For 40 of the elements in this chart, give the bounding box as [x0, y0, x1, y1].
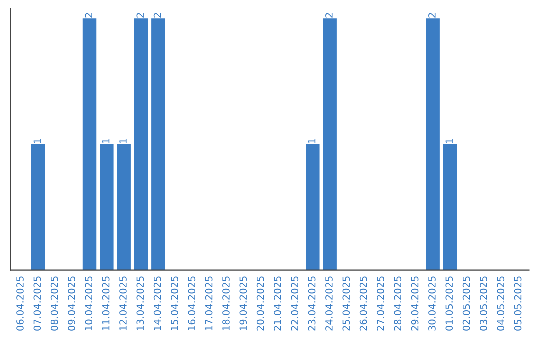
x-tick-label: 27.04.2025	[377, 276, 384, 331]
x-tick-label: 11.04.2025	[102, 276, 110, 330]
x-tick-label: 15.04.2025	[171, 276, 178, 330]
x-tick-label: 14.04.2025	[154, 276, 162, 330]
x-tick-label: 20.04.2025	[256, 276, 264, 331]
x-tick-label: 04.05.2025	[497, 276, 505, 331]
data-label: 2	[85, 13, 92, 18]
x-tick-label: 09.04.2025	[68, 276, 76, 331]
data-label: 2	[428, 13, 436, 18]
x-tick-label: 03.05.2025	[480, 276, 488, 331]
x-tick-label: 01.05.2025	[446, 276, 454, 331]
x-tick-label: 21.04.2025	[274, 276, 282, 331]
data-label: 1	[34, 139, 41, 144]
x-tick-label: 24.04.2025	[326, 276, 333, 331]
x-tick-label: 19.04.2025	[240, 276, 248, 330]
x-tick-label: 18.04.2025	[222, 276, 230, 330]
x-tick-label: 06.04.2025	[16, 276, 24, 331]
data-label: 1	[120, 139, 127, 144]
x-tick-label: 05.05.2025	[514, 276, 522, 331]
data-label: 1	[446, 139, 453, 144]
data-label: 1	[102, 139, 110, 144]
x-tick-label: 25.04.2025	[342, 276, 350, 331]
x-tick-label: 23.04.2025	[308, 276, 316, 331]
x-tick-label: 10.04.2025	[85, 276, 93, 330]
x-tick-label: 22.04.2025	[291, 276, 299, 331]
x-tick-label: 26.04.2025	[360, 276, 368, 331]
x-tick-label: 07.04.2025	[34, 276, 42, 331]
data-label: 2	[326, 13, 333, 18]
x-tick-label: 29.04.2025	[411, 276, 419, 331]
x-tick-label: 16.04.2025	[188, 276, 196, 330]
x-tick-label: 13.04.2025	[136, 276, 144, 330]
data-label: 1	[308, 139, 316, 144]
x-tick-label: 02.05.2025	[462, 276, 470, 331]
data-label: 2	[136, 13, 144, 18]
x-tick-label: 28.04.2025	[394, 276, 402, 331]
x-tick-label: 30.04.2025	[428, 276, 436, 331]
x-tick-label: 17.04.2025	[205, 276, 213, 330]
x-tick-label: 08.04.2025	[50, 276, 58, 331]
x-tick-label: 12.04.2025	[120, 276, 127, 330]
data-label: 2	[154, 13, 162, 18]
